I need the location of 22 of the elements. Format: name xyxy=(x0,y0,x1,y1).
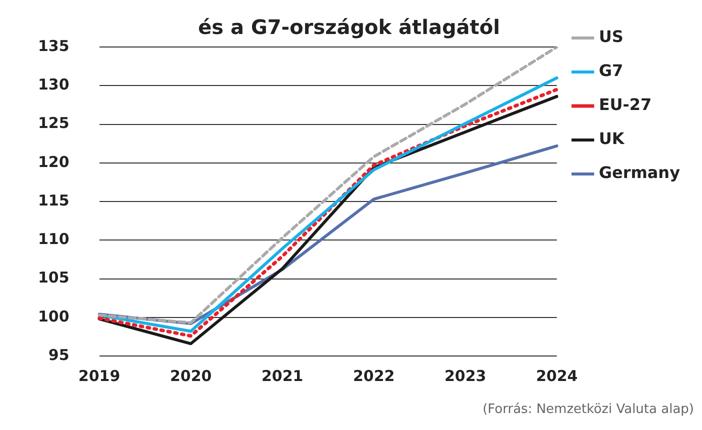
y-tick-label: 95 xyxy=(48,346,70,364)
x-tick-label: 2019 xyxy=(78,366,120,385)
y-tick-label: 115 xyxy=(38,191,70,210)
x-tick-label: 2023 xyxy=(444,366,486,385)
chart-title: és a G7-országok átlagától xyxy=(198,15,500,40)
y-tick-label: 120 xyxy=(38,152,70,171)
x-tick-label: 2020 xyxy=(170,366,212,385)
legend-label: G7 xyxy=(598,61,624,80)
x-tick-label: 2022 xyxy=(352,366,395,385)
y-tick-label: 110 xyxy=(38,230,70,248)
y-tick-label: 100 xyxy=(38,307,70,326)
legend-label: UK xyxy=(598,129,625,148)
y-tick-label: 135 xyxy=(38,36,70,55)
y-tick-label: 130 xyxy=(38,76,70,94)
legend-label: EU-27 xyxy=(598,95,652,114)
legend-label: Germany xyxy=(598,163,681,182)
x-tick-label: 2021 xyxy=(261,366,304,385)
y-tick-label: 105 xyxy=(38,268,70,287)
x-tick-label: 2024 xyxy=(536,366,578,385)
y-tick-label: 125 xyxy=(38,114,70,132)
text: (Forrás: Nemzetközi Valuta alap) xyxy=(482,402,694,417)
legend-label: US xyxy=(598,27,624,46)
